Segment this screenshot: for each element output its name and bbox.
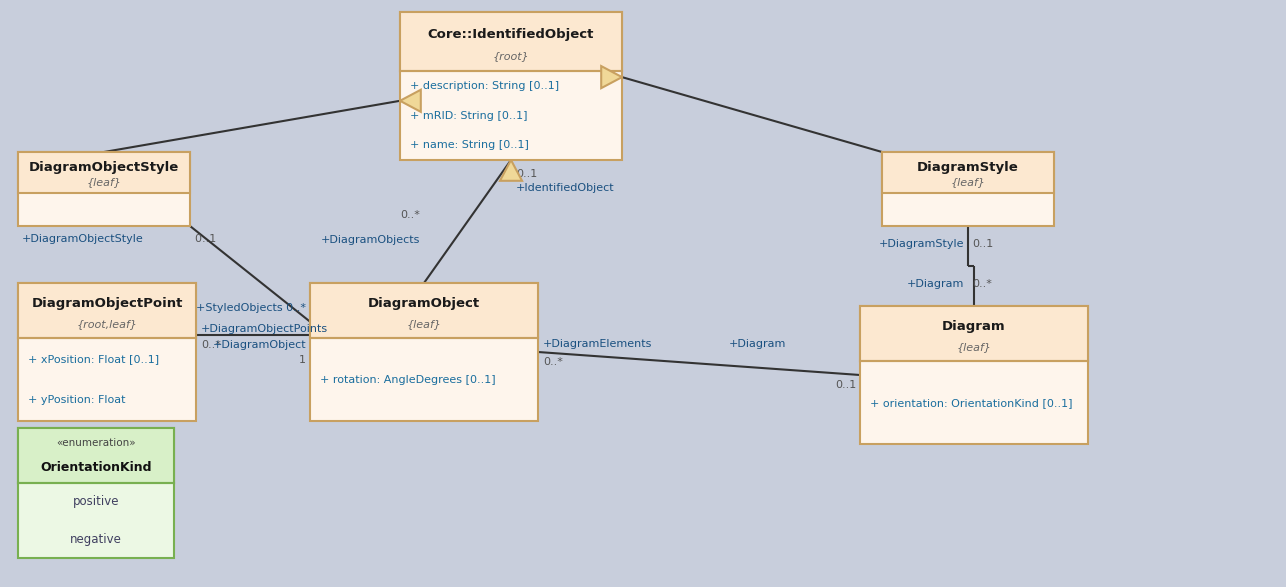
Bar xyxy=(18,152,190,226)
Text: {leaf}: {leaf} xyxy=(86,177,121,187)
Text: positive: positive xyxy=(73,495,120,508)
Text: 0..1: 0..1 xyxy=(835,380,856,390)
Text: + name: String [0..1]: + name: String [0..1] xyxy=(410,140,529,150)
Text: +DiagramObjects: +DiagramObjects xyxy=(320,235,421,245)
Bar xyxy=(18,152,190,193)
Bar xyxy=(18,283,195,338)
Text: DiagramObjectPoint: DiagramObjectPoint xyxy=(31,298,183,311)
Text: + xPosition: Float [0..1]: + xPosition: Float [0..1] xyxy=(28,354,159,364)
Bar xyxy=(18,283,195,421)
Text: + mRID: String [0..1]: + mRID: String [0..1] xyxy=(410,110,527,120)
Text: 0..*: 0..* xyxy=(201,340,221,350)
Text: 0..*: 0..* xyxy=(543,357,563,367)
Polygon shape xyxy=(601,66,622,88)
Bar xyxy=(400,12,622,160)
Text: OrientationKind: OrientationKind xyxy=(40,461,152,474)
Text: DiagramStyle: DiagramStyle xyxy=(917,161,1019,174)
Text: +StyledObjects 0..*: +StyledObjects 0..* xyxy=(195,303,306,313)
Text: +Diagram: +Diagram xyxy=(729,339,786,349)
Text: {leaf}: {leaf} xyxy=(957,342,992,352)
Text: {root,leaf}: {root,leaf} xyxy=(76,319,138,329)
Text: + yPosition: Float: + yPosition: Float xyxy=(28,395,126,405)
Text: + rotation: AngleDegrees [0..1]: + rotation: AngleDegrees [0..1] xyxy=(320,375,495,384)
Text: Core::IdentifiedObject: Core::IdentifiedObject xyxy=(428,28,594,41)
Text: 0..*: 0..* xyxy=(400,210,421,220)
Polygon shape xyxy=(500,160,522,181)
Text: 0..1: 0..1 xyxy=(516,169,538,179)
Text: +IdentifiedObject: +IdentifiedObject xyxy=(516,183,615,193)
Text: 1: 1 xyxy=(300,356,306,366)
Bar xyxy=(860,306,1088,361)
Text: Diagram: Diagram xyxy=(943,321,1006,333)
Text: + orientation: OrientationKind [0..1]: + orientation: OrientationKind [0..1] xyxy=(871,397,1073,407)
Text: +DiagramObject: +DiagramObject xyxy=(212,340,306,350)
Text: +DiagramObjectPoints: +DiagramObjectPoints xyxy=(201,325,328,335)
Text: negative: negative xyxy=(69,532,122,546)
Text: +DiagramStyle: +DiagramStyle xyxy=(878,239,964,249)
Text: + description: String [0..1]: + description: String [0..1] xyxy=(410,81,559,91)
Bar xyxy=(310,283,538,421)
Bar xyxy=(860,306,1088,444)
Bar xyxy=(882,152,1055,193)
Text: {leaf}: {leaf} xyxy=(950,177,985,187)
Text: «enumeration»: «enumeration» xyxy=(57,438,136,448)
Polygon shape xyxy=(400,90,421,112)
Bar xyxy=(18,428,174,558)
Text: +DiagramElements: +DiagramElements xyxy=(543,339,652,349)
Bar xyxy=(18,428,174,483)
Text: 0..1: 0..1 xyxy=(188,234,216,244)
Text: {root}: {root} xyxy=(493,52,530,62)
Bar xyxy=(882,152,1055,226)
Bar xyxy=(400,12,622,71)
Text: DiagramObject: DiagramObject xyxy=(368,298,480,311)
Text: 0..1: 0..1 xyxy=(972,239,993,249)
Text: 0..*: 0..* xyxy=(972,279,992,289)
Text: {leaf}: {leaf} xyxy=(406,319,441,329)
Bar xyxy=(310,283,538,338)
Text: DiagramObjectStyle: DiagramObjectStyle xyxy=(28,161,179,174)
Text: +Diagram: +Diagram xyxy=(907,279,964,289)
Text: +DiagramObjectStyle: +DiagramObjectStyle xyxy=(22,234,144,244)
